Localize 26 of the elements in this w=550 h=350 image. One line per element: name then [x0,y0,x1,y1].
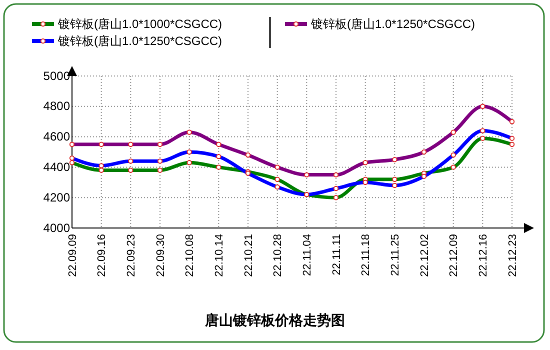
y-tick-label: 4800 [43,99,70,114]
legend-label: 镀锌板(唐山1.0*1250*CSGCC) [310,17,476,32]
x-tick-label: 22.09.16 [96,234,108,277]
x-tick-label: 22.09.23 [126,234,138,277]
y-tick-label: 4400 [43,160,70,174]
x-tick-label: 22.09.30 [154,234,167,277]
legend-label: 镀锌板(唐山1.0*1000*CSGCC) [57,17,222,32]
x-tick-label: 22.12.02 [418,234,431,277]
x-tick-label: 22.10.21 [242,234,255,277]
x-tick-label: 22.12.16 [478,234,490,277]
x-tick-label: 22.11.25 [390,234,402,276]
y-tick-label: 4600 [43,130,70,144]
x-tick-label: 22.10.08 [184,234,196,277]
y-tick-label: 4000 [43,220,70,235]
text: 唐山镀锌板价格走势图 [204,312,345,328]
x-tick-label: 22.10.14 [214,234,226,277]
x-tick-label: 22.10.28 [272,234,284,277]
x-tick-label: 22.12.09 [448,234,460,277]
x-tick-label: 22.09.09 [66,234,79,277]
legend-label: 镀锌板(唐山1.0*1250*CSGCC) [57,34,222,48]
y-tick-label: 5000 [43,68,70,83]
x-tick-label: 22.12.23 [506,234,519,277]
x-tick-label: 22.11.18 [360,234,372,276]
x-tick-label: 22.11.11 [330,234,343,276]
x-tick-label: 22.11.04 [302,234,314,276]
y-tick-label: 4200 [43,190,70,204]
